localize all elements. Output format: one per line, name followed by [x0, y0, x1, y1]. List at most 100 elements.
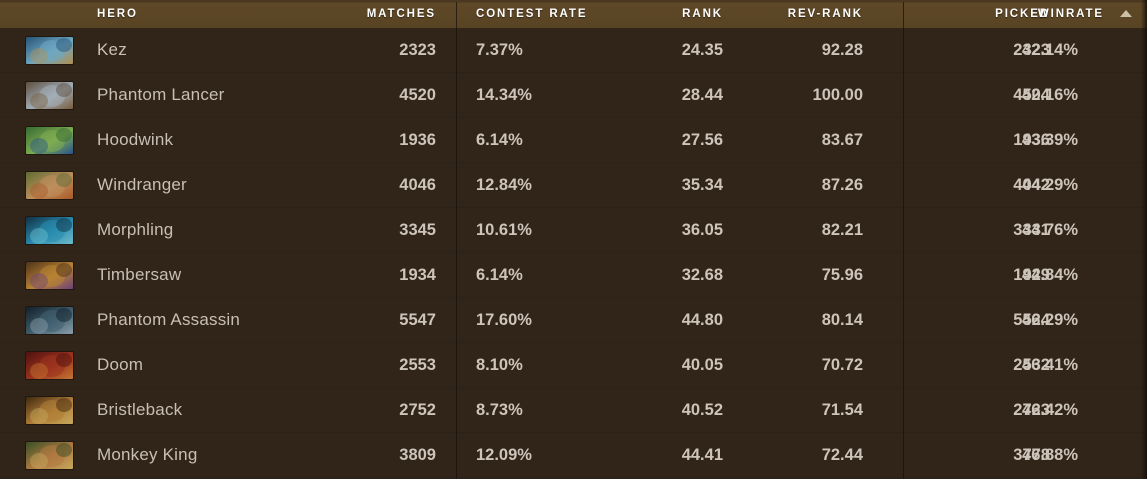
hero-icon-cell[interactable] — [26, 261, 73, 289]
hero-name: Windranger — [97, 175, 187, 194]
picked-value: 4504 — [1013, 85, 1050, 104]
matches-value: 2553 — [399, 355, 436, 374]
hero-portrait-timbersaw[interactable] — [26, 261, 73, 289]
column-header-matches[interactable]: MATCHES — [366, 8, 436, 20]
table-row[interactable]: Bristleback 2752 8.73% 40.52 71.54 2723 46.42% — [0, 388, 1147, 433]
rev-rank-value: 92.28 — [821, 40, 863, 59]
contest-rate-value: 17.60% — [476, 310, 532, 329]
contest-rate-value: 10.61% — [476, 220, 532, 239]
matches-value: 2323 — [399, 40, 436, 59]
hero-name: Phantom Lancer — [97, 85, 225, 104]
contest-rate-value: 6.14% — [476, 130, 523, 149]
contest-rate-value: 7.37% — [476, 40, 523, 59]
rank-value: 40.52 — [681, 400, 723, 419]
picked-value: 2723 — [1013, 400, 1050, 419]
rev-rank-value: 70.72 — [821, 355, 863, 374]
hero-icon-cell[interactable] — [26, 441, 73, 469]
hero-name: Bristleback — [97, 400, 183, 419]
header-divider-2 — [903, 2, 904, 28]
hero-portrait-windranger[interactable] — [26, 171, 73, 199]
hero-portrait-kez[interactable] — [26, 36, 73, 64]
rank-value: 35.34 — [681, 175, 723, 194]
header-divider-1 — [456, 2, 457, 28]
column-header-winrate[interactable]: WINRATE — [1037, 8, 1104, 20]
picked-value: 5524 — [1013, 310, 1050, 329]
table-row[interactable]: Phantom Assassin 5547 17.60% 44.80 80.14 5524… — [0, 298, 1147, 343]
table-body: Kez 2323 7.37% 24.35 92.28 2323 42.14% Phantom … — [0, 28, 1147, 478]
rev-rank-value: 80.14 — [821, 310, 863, 329]
table-row[interactable]: Monkey King 3809 12.09% 44.41 72.44 3778 46.88… — [0, 433, 1147, 478]
rev-rank-value: 71.54 — [821, 400, 863, 419]
contest-rate-value: 8.10% — [476, 355, 523, 374]
contest-rate-value: 12.09% — [476, 445, 532, 464]
table-row[interactable]: Timbersaw 1934 6.14% 32.68 75.96 1929 44.84% — [0, 253, 1147, 298]
rank-value: 28.44 — [681, 85, 723, 104]
rank-value: 27.56 — [681, 130, 723, 149]
rev-rank-value: 83.67 — [821, 130, 863, 149]
rev-rank-value: 75.96 — [821, 265, 863, 284]
contest-rate-value: 12.84% — [476, 175, 532, 194]
contest-rate-value: 8.73% — [476, 400, 523, 419]
hero-name: Timbersaw — [97, 265, 182, 284]
column-header-hero[interactable]: HERO — [97, 8, 138, 20]
matches-value: 4046 — [399, 175, 436, 194]
table-row[interactable]: Kez 2323 7.37% 24.35 92.28 2323 42.14% — [0, 28, 1147, 73]
winrate-value: 46.41% — [1022, 355, 1078, 374]
table-header-row: HERO MATCHES CONTEST RATE RANK REV-RANK … — [0, 0, 1147, 28]
table-row[interactable]: Windranger 4046 12.84% 35.34 87.26 4042 44.29% — [0, 163, 1147, 208]
triangle-up-icon[interactable] — [1120, 10, 1132, 17]
matches-value: 4520 — [399, 85, 436, 104]
table-row[interactable]: Morphling 3345 10.61% 36.05 82.21 3331 44.76% — [0, 208, 1147, 253]
winrate-value: 42.14% — [1022, 40, 1078, 59]
hero-portrait-phantom-assassin[interactable] — [26, 306, 73, 334]
column-header-picked[interactable]: PICKED — [995, 8, 1050, 20]
matches-value: 5547 — [399, 310, 436, 329]
rank-value: 44.80 — [681, 310, 723, 329]
rank-value: 36.05 — [681, 220, 723, 239]
hero-name: Morphling — [97, 220, 174, 239]
winrate-value: 42.16% — [1022, 85, 1078, 104]
winrate-value: 44.84% — [1022, 265, 1078, 284]
hero-icon-cell[interactable] — [26, 306, 73, 334]
hero-portrait-bristleback[interactable] — [26, 396, 73, 424]
hero-icon-cell[interactable] — [26, 396, 73, 424]
table-row[interactable]: Doom 2553 8.10% 40.05 70.72 2532 46.41% — [0, 343, 1147, 388]
matches-value: 2752 — [399, 400, 436, 419]
hero-portrait-doom[interactable] — [26, 351, 73, 379]
rank-value: 40.05 — [681, 355, 723, 374]
hero-name: Phantom Assassin — [97, 310, 241, 329]
winrate-value: 43.39% — [1022, 130, 1078, 149]
rev-rank-value: 82.21 — [821, 220, 863, 239]
rev-rank-value: 100.00 — [812, 85, 863, 104]
rev-rank-value: 72.44 — [821, 445, 863, 464]
contest-rate-value: 14.34% — [476, 85, 532, 104]
hero-icon-cell[interactable] — [26, 36, 73, 64]
table-row[interactable]: Hoodwink 1936 6.14% 27.56 83.67 1936 43.39% — [0, 118, 1147, 163]
picked-value: 3778 — [1013, 445, 1050, 464]
picked-value: 2532 — [1013, 355, 1050, 374]
hero-portrait-monkey-king[interactable] — [26, 441, 73, 469]
matches-value: 1936 — [399, 130, 436, 149]
column-header-rev-rank[interactable]: REV-RANK — [787, 8, 863, 20]
hero-name: Kez — [97, 40, 127, 59]
column-header-rank[interactable]: RANK — [682, 8, 723, 20]
winrate-value: 46.88% — [1022, 445, 1078, 464]
hero-portrait-hoodwink[interactable] — [26, 126, 73, 154]
rank-value: 44.41 — [681, 445, 723, 464]
picked-value: 1936 — [1013, 130, 1050, 149]
hero-icon-cell[interactable] — [26, 171, 73, 199]
hero-icon-cell[interactable] — [26, 126, 73, 154]
table-row[interactable]: Phantom Lancer 4520 14.34% 28.44 100.00 4504 4… — [0, 73, 1147, 118]
matches-value: 3345 — [399, 220, 436, 239]
hero-portrait-phantom-lancer[interactable] — [26, 81, 73, 109]
rank-value: 32.68 — [681, 265, 723, 284]
hero-name: Hoodwink — [97, 130, 174, 149]
hero-name: Monkey King — [97, 445, 198, 464]
hero-icon-cell[interactable] — [26, 81, 73, 109]
hero-icon-cell[interactable] — [26, 351, 73, 379]
picked-value: 1929 — [1013, 265, 1050, 284]
picked-value: 2323 — [1013, 40, 1050, 59]
hero-icon-cell[interactable] — [26, 216, 73, 244]
hero-portrait-morphling[interactable] — [26, 216, 73, 244]
column-header-contest-rate[interactable]: CONTEST RATE — [476, 8, 588, 20]
